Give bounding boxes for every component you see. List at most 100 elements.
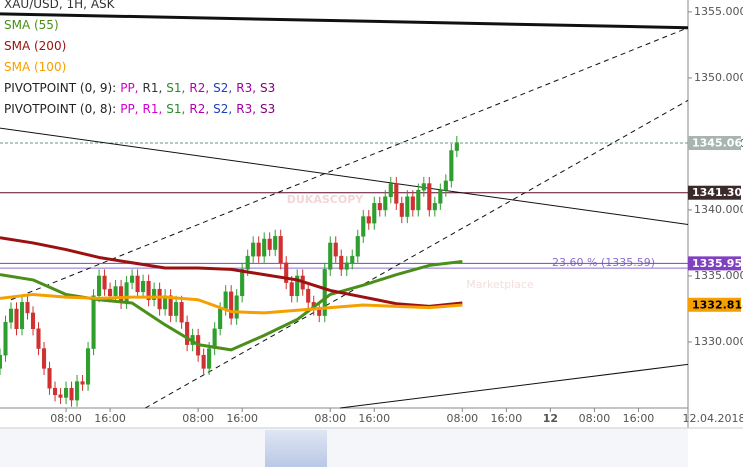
pivot-item: S1,: [166, 81, 186, 95]
candle-body: [41, 348, 47, 369]
candle-body: [377, 203, 382, 211]
pivot-item: R3,: [236, 102, 257, 116]
pivot-item: R2,: [189, 102, 210, 116]
x-tick-label: 12: [543, 412, 558, 425]
candle-body: [119, 286, 124, 303]
watermark: Marketplace: [466, 278, 534, 291]
candle-body: [36, 328, 41, 349]
pivot-legend: PIVOTPOINT (0, 9): PP, R1, S1, R2, S2, R3, S3: [4, 78, 275, 99]
candle-body: [421, 183, 426, 191]
pivot-item: R3,: [236, 81, 257, 95]
candle-body: [102, 275, 107, 290]
candle-body: [438, 189, 443, 204]
candle-body: [383, 196, 388, 211]
candle-body: [58, 394, 63, 398]
candle-body: [157, 288, 162, 310]
candle-body: [388, 183, 393, 197]
candle-body: [75, 381, 80, 401]
candle-body: [135, 275, 140, 293]
x-tick-label: 16:00: [623, 412, 655, 425]
candle-body: [234, 295, 239, 319]
candle-body: [124, 282, 129, 303]
candle-body: [333, 242, 338, 257]
volume-highlight: [265, 430, 327, 467]
candle-body: [30, 312, 36, 330]
candle-body: [366, 216, 371, 224]
volume-strip: [0, 428, 688, 467]
legend-entry: SMA (100): [4, 60, 67, 74]
pivot-item: S3: [260, 102, 276, 116]
candle-body: [273, 236, 278, 250]
x-tick-label: 16:00: [358, 412, 390, 425]
y-tick-label: 1330.000: [694, 335, 743, 348]
candle-body: [443, 180, 448, 191]
candle-body: [350, 255, 355, 264]
legend-entry: SMA (200): [4, 39, 67, 53]
candle-body: [14, 308, 19, 330]
candle-body: [361, 216, 366, 237]
x-tick-label: 16:00: [94, 412, 126, 425]
candle-body: [52, 387, 58, 396]
candle-body: [0, 354, 3, 369]
candle-body: [284, 262, 289, 283]
sma-line: [0, 292, 463, 315]
price-box: [688, 185, 741, 200]
candle-body: [223, 291, 228, 310]
pivot-item: S3: [260, 81, 276, 95]
pivot-item: R2,: [189, 81, 210, 95]
candle-body: [322, 269, 327, 316]
x-tick-label: 16:00: [491, 412, 523, 425]
watermark: DUKASCOPY: [287, 193, 365, 206]
pivot-item: R1,: [142, 81, 163, 95]
legend-entry: SMA (55): [4, 18, 59, 32]
candle-body: [295, 275, 300, 297]
legend: XAU/USD, 1H, ASK SMA (55) SMA (200) SMA (1…: [4, 0, 275, 120]
candle-body: [245, 255, 250, 270]
candle-body: [108, 288, 113, 297]
candle-body: [47, 368, 52, 389]
candle-body: [344, 262, 349, 270]
price-box-label: 1332.818: [692, 298, 743, 311]
candle-body: [141, 280, 146, 293]
candle-body: [63, 387, 69, 398]
candle-body: [399, 203, 404, 217]
candle-body: [174, 302, 179, 316]
candle-body: [146, 280, 151, 300]
x-tick-label: 08:00: [446, 412, 478, 425]
candle-body: [394, 183, 399, 204]
fib-label: 23.60 % (1335.59): [552, 256, 655, 269]
candle-body: [416, 189, 421, 211]
candle-body: [289, 282, 294, 297]
candle-body: [355, 236, 360, 257]
candle-body: [80, 381, 85, 385]
y-tick-label: 1350.000: [694, 71, 743, 84]
pivot-item: S2,: [213, 81, 233, 95]
candle-body: [19, 302, 25, 330]
candle-body: [262, 238, 267, 257]
candle-body: [3, 321, 8, 356]
candle-body: [229, 291, 234, 319]
candle-body: [25, 302, 30, 314]
candle-body: [91, 295, 96, 349]
candle-body: [201, 354, 206, 369]
price-box-label: 1341.304: [692, 186, 743, 199]
x-tick-label: 08:00: [50, 412, 82, 425]
candle-body: [278, 236, 283, 264]
candle-body: [251, 242, 256, 257]
chart-title: XAU/USD, 1H, ASK: [4, 0, 115, 11]
x-tick-label: 08:00: [314, 412, 346, 425]
candle-body: [218, 308, 223, 330]
trend-line: [145, 99, 689, 409]
pivot-label: PIVOTPOINT (0, 9):: [4, 81, 117, 95]
trend-line: [340, 363, 689, 409]
candle-body: [432, 203, 437, 211]
candle-body: [427, 183, 432, 211]
candle-body: [8, 308, 14, 323]
pivot-item: PP,: [120, 102, 139, 116]
candle-body: [97, 275, 102, 297]
trend-line: [0, 12, 689, 30]
candle-body: [113, 286, 118, 297]
candle-body: [179, 302, 184, 323]
